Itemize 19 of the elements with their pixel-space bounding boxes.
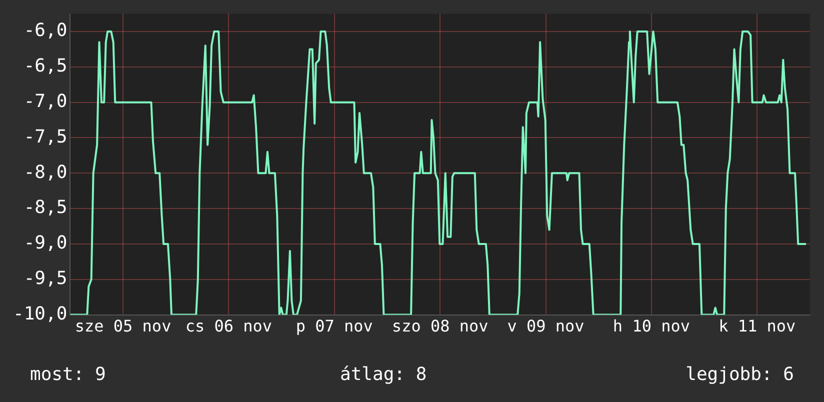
- text: most: 9: [30, 364, 106, 385]
- text: legjobb: 6: [686, 364, 794, 385]
- x-tick-label: sze 05 nov: [74, 316, 172, 336]
- x-tick-label: v 09 nov: [507, 316, 584, 336]
- text: átlag: 8: [340, 364, 427, 385]
- x-tick-label: k 11 nov: [718, 316, 796, 336]
- y-tick-label: -9,0: [24, 232, 68, 254]
- y-tick-label: -6,0: [24, 20, 68, 42]
- y-tick-label: -10,0: [12, 303, 68, 324]
- y-tick-label: -8,0: [24, 162, 68, 183]
- y-tick-label: -7,5: [24, 126, 68, 148]
- x-tick-label: h 10 nov: [612, 316, 690, 336]
- y-tick-label: -7,0: [24, 91, 68, 112]
- y-tick-label: -9,5: [24, 268, 68, 290]
- x-tick-label: cs 06 nov: [185, 316, 272, 336]
- x-tick-label: p 07 nov: [296, 316, 373, 336]
- y-tick-label: -8,5: [24, 197, 68, 218]
- x-tick-label: szo 08 nov: [392, 316, 488, 336]
- y-tick-label: -6,5: [24, 56, 68, 77]
